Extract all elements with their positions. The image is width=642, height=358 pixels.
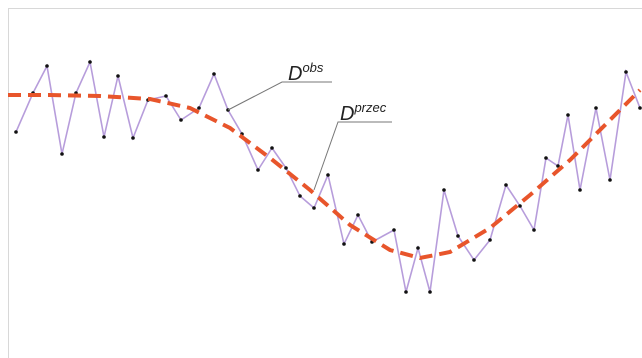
point bbox=[131, 136, 135, 140]
leader-lines bbox=[227, 81, 392, 191]
point bbox=[356, 213, 360, 217]
point bbox=[326, 173, 330, 177]
annotation-obs: Dobs bbox=[288, 60, 324, 85]
point bbox=[256, 168, 260, 172]
predicted-line bbox=[8, 88, 642, 261]
point bbox=[472, 258, 476, 262]
annotation-main: D bbox=[288, 63, 302, 85]
annotation-sup: obs bbox=[302, 60, 323, 75]
point bbox=[416, 246, 420, 250]
observed-line bbox=[15, 59, 641, 293]
point bbox=[392, 228, 396, 232]
leader-przec bbox=[313, 121, 392, 191]
point bbox=[270, 146, 274, 150]
point bbox=[578, 188, 582, 192]
point bbox=[456, 234, 460, 238]
point bbox=[404, 290, 408, 294]
point bbox=[518, 204, 522, 208]
point bbox=[608, 178, 612, 182]
point bbox=[624, 70, 628, 74]
point bbox=[556, 164, 560, 168]
point bbox=[116, 74, 120, 78]
point bbox=[212, 72, 216, 76]
point bbox=[298, 194, 302, 198]
point bbox=[566, 113, 570, 117]
point bbox=[442, 188, 446, 192]
point bbox=[544, 156, 548, 160]
point bbox=[45, 64, 49, 68]
leader-obs bbox=[227, 81, 332, 111]
point bbox=[88, 60, 92, 64]
point bbox=[164, 94, 168, 98]
annotation-sup: przec bbox=[353, 100, 386, 115]
point bbox=[60, 152, 64, 156]
point bbox=[638, 106, 642, 110]
point bbox=[504, 183, 508, 187]
point bbox=[284, 166, 288, 170]
annotation-main: D bbox=[340, 103, 354, 125]
point bbox=[14, 130, 18, 134]
annotation-przec: Dprzec bbox=[340, 100, 387, 125]
point bbox=[488, 238, 492, 242]
point bbox=[102, 135, 106, 139]
point bbox=[179, 118, 183, 122]
plot bbox=[8, 59, 642, 294]
point bbox=[342, 242, 346, 246]
point bbox=[197, 106, 201, 110]
point bbox=[532, 228, 536, 232]
point bbox=[428, 290, 432, 294]
point bbox=[312, 206, 316, 210]
point bbox=[594, 106, 598, 110]
